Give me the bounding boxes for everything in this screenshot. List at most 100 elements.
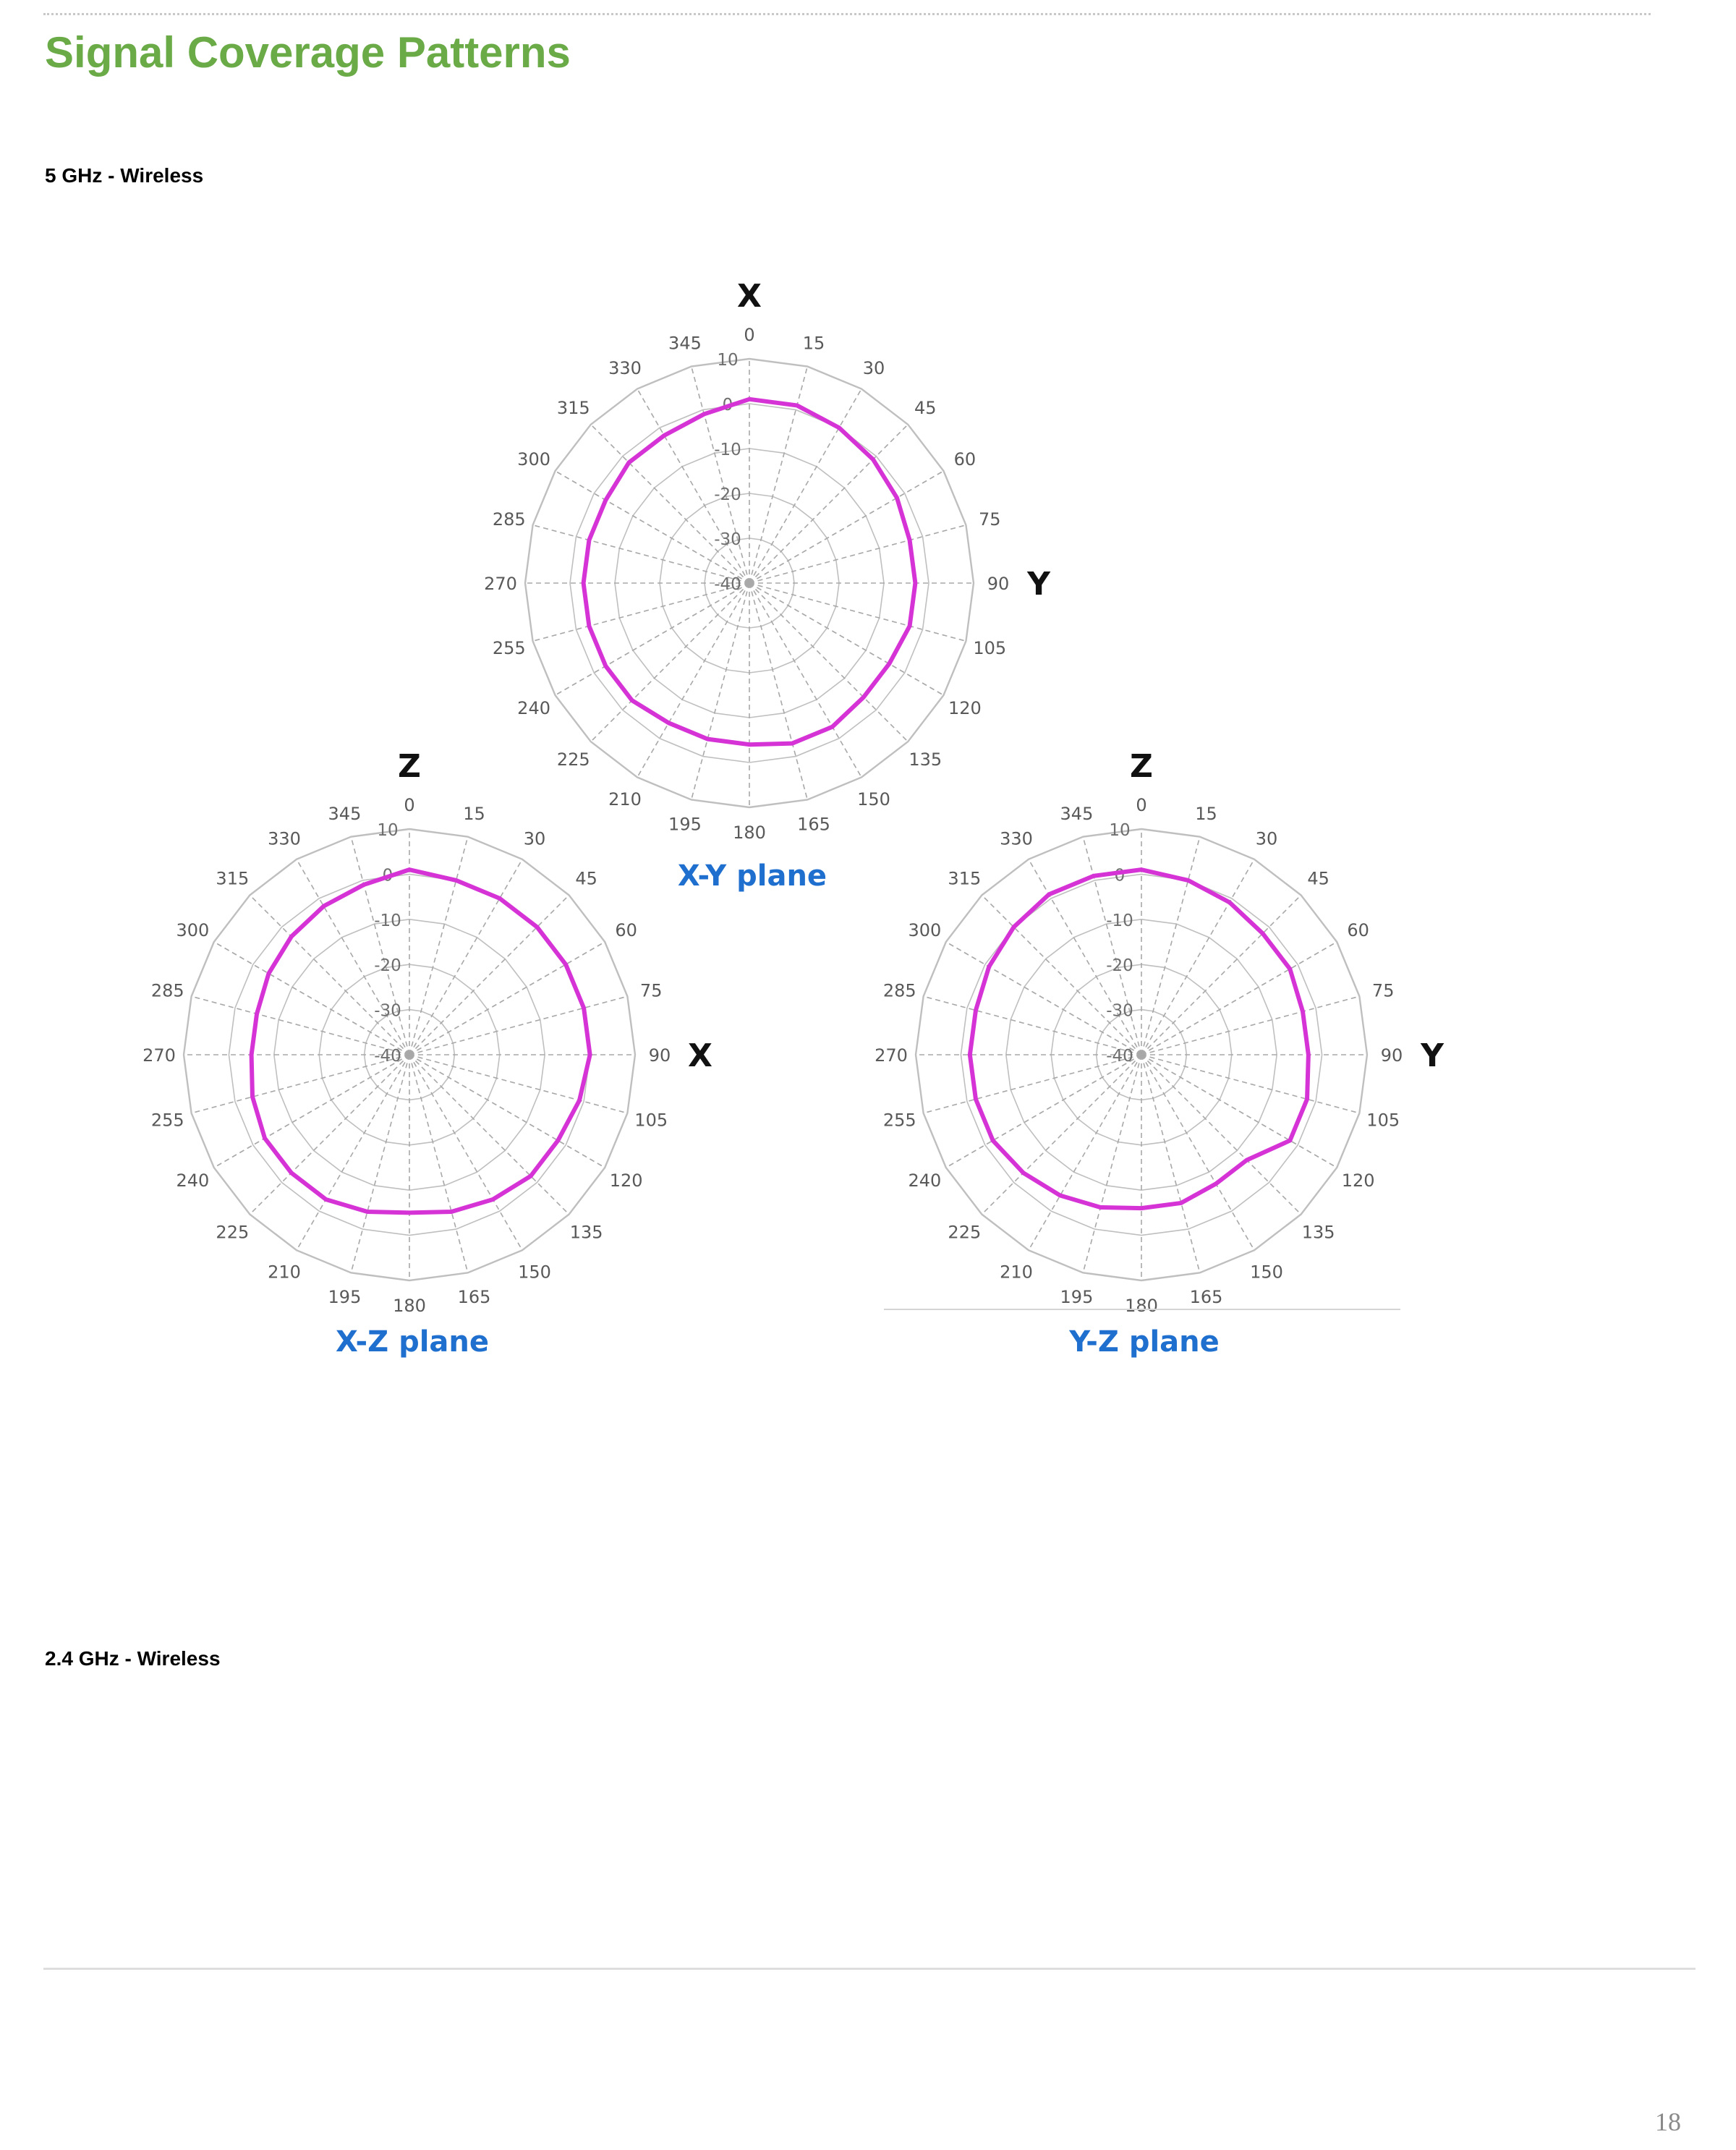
spoke-yz-150	[1141, 1054, 1255, 1251]
spoke-xy-60	[749, 470, 944, 584]
angle-label-yz-135: 135	[1302, 1223, 1335, 1243]
spoke-xy-345	[690, 366, 750, 584]
angle-label-xy-105: 105	[973, 638, 1006, 658]
spoke-xz-195	[350, 1054, 410, 1273]
spoke-xz-255	[191, 1054, 410, 1114]
angle-label-yz-285: 285	[883, 980, 916, 1000]
spoke-xy-150	[749, 582, 862, 778]
spoke-xy-210	[637, 582, 750, 778]
spoke-xz-15	[409, 836, 469, 1055]
angle-label-xy-330: 330	[608, 358, 642, 378]
angle-label-yz-330: 330	[1000, 828, 1033, 849]
angle-label-xy-120: 120	[948, 698, 982, 718]
spoke-xy-135	[749, 582, 909, 742]
spoke-yz-165	[1141, 1054, 1201, 1273]
spoke-xy-300	[555, 470, 750, 584]
angle-label-xz-30: 30	[524, 828, 546, 849]
radial-label-xz--40: -40	[374, 1047, 401, 1066]
coverage-pattern-figure: 0 15 30 45 60 75 90 105 120 135 150 165 180 195 210 225…	[116, 282, 1476, 1382]
trace-yz	[967, 867, 1311, 1211]
spoke-yz-30	[1141, 859, 1255, 1055]
spoke-yz-195	[1082, 1054, 1142, 1273]
spoke-xz-45	[409, 894, 570, 1055]
polar-chart-xy: 0 15 30 45 60 75 90 105 120 135 150 165 180 195 210 225…	[484, 282, 1051, 893]
spoke-yz-330	[1028, 859, 1142, 1055]
spoke-xz-240	[213, 1054, 410, 1168]
angle-label-xz-180: 180	[393, 1296, 426, 1316]
angle-label-yz-0: 0	[1136, 795, 1146, 815]
spoke-xz-135	[409, 1054, 570, 1215]
angle-label-xy-180: 180	[733, 823, 766, 843]
angle-label-xz-255: 255	[151, 1110, 184, 1131]
angle-label-xy-75: 75	[979, 509, 1001, 530]
plane-caption-yz: Y-Z plane	[1068, 1325, 1220, 1359]
spoke-xy-165	[749, 582, 809, 800]
radial-label-yz-10: 10	[1109, 821, 1130, 840]
plane-caption-xy: X-Y plane	[678, 859, 827, 893]
polar-plots: 0 153045607590105120135150165180195210225…	[142, 282, 1444, 1359]
spoke-xz-345	[350, 836, 410, 1055]
section-heading-5ghz: 5 GHz - Wireless	[45, 164, 204, 187]
angle-label-yz-210: 210	[1000, 1262, 1033, 1283]
angle-label-xz-150: 150	[518, 1262, 551, 1283]
angle-label-xy-195: 195	[668, 814, 702, 834]
angle-label-xz-225: 225	[216, 1223, 249, 1243]
angle-label-xy-255: 255	[493, 638, 526, 658]
angle-label-yz-240: 240	[908, 1170, 941, 1191]
spoke-xz-105	[409, 1054, 628, 1114]
spoke-yz-45	[1141, 894, 1302, 1055]
angle-label-xy-135: 135	[909, 749, 942, 770]
side-axis-label-yz: Y	[1420, 1037, 1444, 1074]
page-number: 18	[1655, 2107, 1681, 2136]
angle-label-xy-60: 60	[954, 449, 977, 469]
angle-label-xz-105: 105	[634, 1110, 668, 1131]
angle-label-yz-225: 225	[948, 1223, 981, 1243]
angle-label-yz-30: 30	[1256, 828, 1278, 849]
spoke-yz-285	[923, 995, 1142, 1055]
angle-label-xy-300: 300	[517, 449, 550, 469]
spoke-xz-150	[409, 1054, 523, 1251]
spoke-xy-255	[532, 582, 750, 642]
angle-label-xz-15: 15	[463, 804, 485, 824]
side-axis-label-xy: Y	[1026, 566, 1051, 603]
angle-label-xz-330: 330	[268, 828, 301, 849]
spoke-xy-105	[749, 582, 966, 642]
spoke-xy-75	[749, 524, 966, 584]
angle-label-xz-285: 285	[151, 980, 184, 1000]
radial-label-xz--20: -20	[374, 956, 401, 975]
ring-yz-0	[960, 873, 1323, 1236]
angle-label-xz-90: 90	[649, 1045, 671, 1066]
angle-label-yz-60: 60	[1347, 920, 1369, 940]
radial-label-yz--40: -40	[1106, 1047, 1133, 1066]
spoke-xz-330	[296, 859, 410, 1055]
angle-label-xy-150: 150	[857, 789, 890, 810]
angle-label-yz-120: 120	[1342, 1170, 1375, 1191]
angle-label-xy-240: 240	[517, 698, 550, 718]
angle-label-yz-195: 195	[1060, 1287, 1094, 1307]
angle-label-xy-15: 15	[803, 333, 825, 354]
angle-label-xy-0: 0	[744, 325, 754, 345]
angle-label-xy-225: 225	[557, 749, 590, 770]
ring-xy-0	[569, 403, 929, 763]
angle-label-yz-105: 105	[1366, 1110, 1400, 1131]
angle-label-xy-270: 270	[484, 574, 517, 594]
spoke-yz-210	[1028, 1054, 1142, 1251]
angle-label-xy-285: 285	[493, 509, 526, 530]
angle-label-xz-120: 120	[610, 1170, 643, 1191]
angle-label-xy-30: 30	[863, 358, 885, 378]
ring-yz--10	[1005, 918, 1278, 1191]
angle-label-yz-90: 90	[1381, 1045, 1403, 1066]
angle-label-xz-45: 45	[575, 868, 597, 888]
angle-label-xz-75: 75	[640, 980, 663, 1000]
spoke-xy-30	[749, 388, 862, 584]
angle-label-xz-0: 0	[404, 795, 414, 815]
spoke-yz-75	[1141, 995, 1360, 1055]
spoke-xz-300	[213, 941, 410, 1055]
spoke-yz-120	[1141, 1054, 1337, 1168]
top-divider	[43, 13, 1651, 15]
angle-label-xy-210: 210	[608, 789, 642, 810]
spoke-xz-30	[409, 859, 523, 1055]
angle-label-yz-15: 15	[1195, 804, 1217, 824]
radial-label-yz--30: -30	[1106, 1002, 1133, 1021]
ring-yz-10	[914, 828, 1369, 1282]
